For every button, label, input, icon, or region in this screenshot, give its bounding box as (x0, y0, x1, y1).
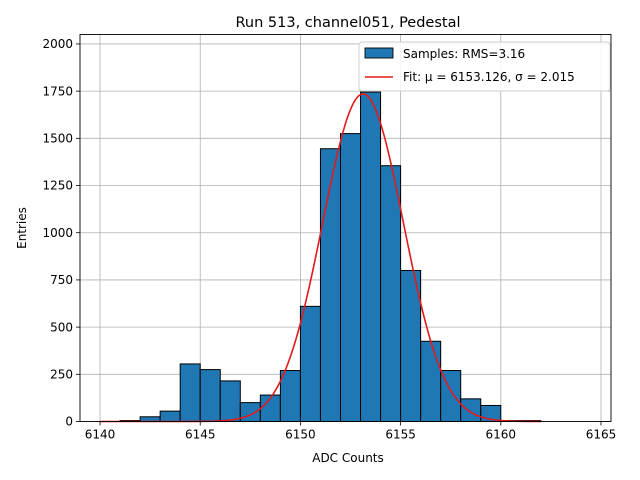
y-tick-label: 750 (50, 273, 73, 287)
x-tick-label: 6150 (285, 428, 316, 442)
legend-label-samples: Samples: RMS=3.16 (403, 47, 525, 61)
x-tick-label: 6145 (185, 428, 216, 442)
histogram-bar (420, 340, 442, 422)
x-tick-label: 6155 (385, 428, 416, 442)
histogram-bar (339, 133, 362, 423)
legend: Samples: RMS=3.16 Fit: μ = 6153.126, σ =… (358, 41, 611, 92)
histogram-bar (239, 402, 261, 422)
histogram-bar (199, 369, 221, 422)
y-tick-label: 1250 (42, 179, 73, 193)
y-tick-label: 1500 (42, 132, 73, 146)
legend-swatch-samples (364, 47, 394, 59)
y-tick-label: 1000 (42, 226, 73, 240)
x-tick-label: 6165 (586, 428, 617, 442)
histogram-bars (119, 91, 542, 423)
x-tick-label: 6160 (486, 428, 517, 442)
histogram-bar (360, 91, 382, 422)
y-tick-label: 1750 (42, 84, 73, 98)
x-axis-label: ADC Counts (312, 451, 384, 465)
histogram-bar (319, 148, 341, 422)
plot-frame (79, 34, 612, 422)
histogram-bar (380, 165, 402, 422)
y-axis-label: Entries (15, 207, 29, 249)
histogram-bar (159, 410, 181, 422)
y-axis-ticks: 0 250 500 750 1000 1250 1500 1750 2000 (42, 37, 80, 429)
legend-box (358, 41, 611, 92)
legend-label-fit: Fit: μ = 6153.126, σ = 2.015 (403, 70, 575, 84)
y-tick-label: 250 (50, 368, 73, 382)
x-axis-ticks: 6140 6145 6150 6155 6160 6165 (85, 421, 617, 442)
y-tick-label: 0 (65, 415, 73, 429)
y-tick-label: 500 (50, 320, 73, 334)
histogram-bar (179, 363, 201, 422)
histogram-bar (279, 370, 301, 422)
histogram-bar (460, 398, 482, 423)
chart-title: Run 513, channel051, Pedestal (235, 15, 460, 31)
histogram-bar (299, 305, 321, 422)
y-tick-label: 2000 (42, 37, 73, 51)
x-tick-label: 6140 (85, 428, 116, 442)
histogram-bar (219, 380, 241, 423)
